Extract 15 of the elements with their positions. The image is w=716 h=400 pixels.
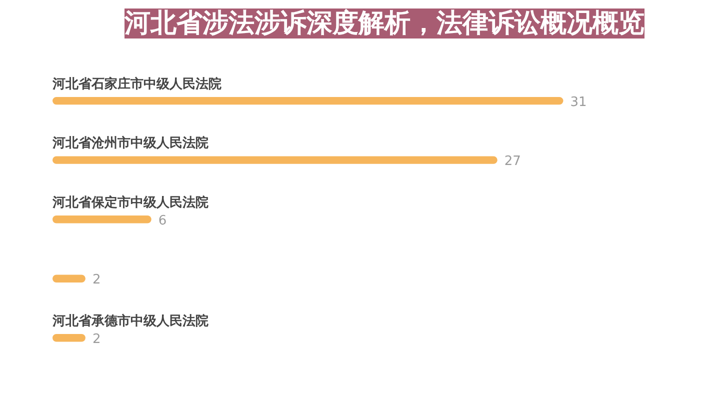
chart-title: 河北省涉法涉诉深度解析，法律诉讼概况概览 <box>124 8 644 38</box>
data-label: 31 <box>570 94 587 110</box>
y-tick-label: 河北省石家庄市中级人民法院 <box>52 76 222 92</box>
bar <box>52 274 86 282</box>
bar <box>52 334 86 342</box>
data-label: 27 <box>504 154 521 170</box>
data-label: 2 <box>92 272 101 288</box>
bar <box>52 96 564 105</box>
bar <box>52 216 152 224</box>
data-label: 6 <box>158 213 167 228</box>
y-tick-label: 河北省保定市中级人民法院 <box>52 194 208 210</box>
data-label: 2 <box>92 332 101 347</box>
bar <box>52 156 498 164</box>
y-tick-label: 河北省承德市中级人民法院 <box>52 312 208 329</box>
y-tick-label: 河北省沧州市中级人民法院 <box>52 135 208 152</box>
